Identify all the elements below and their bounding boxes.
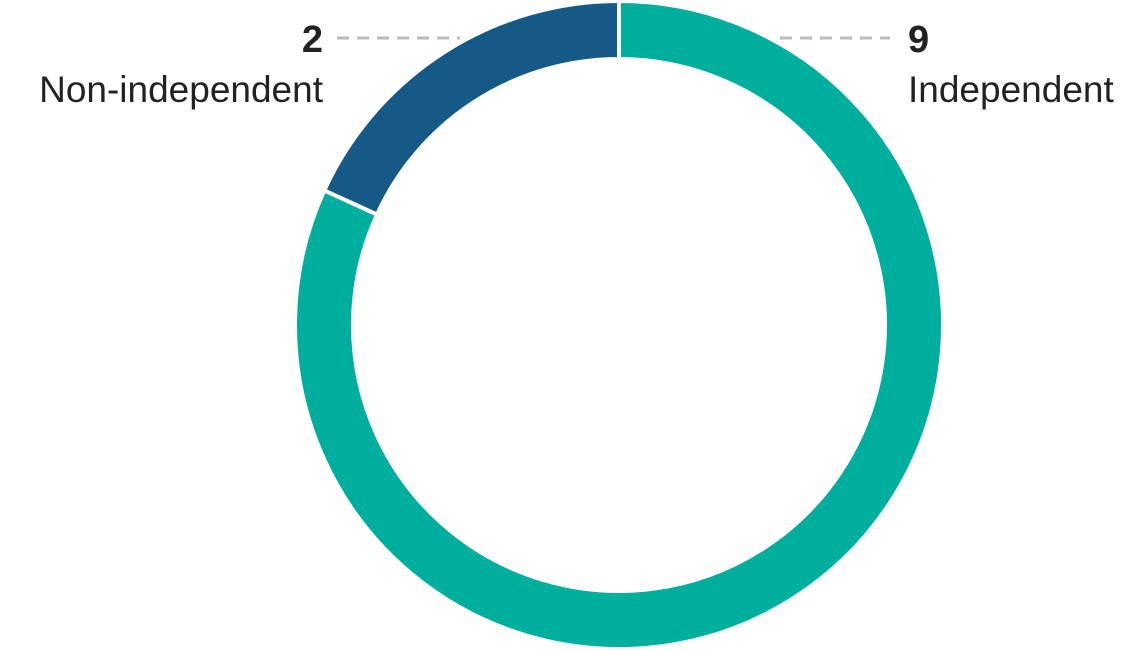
value-label: 2 [302, 19, 323, 61]
value-label: 9 [908, 19, 929, 61]
donut-segment [293, 0, 945, 651]
category-label: Non-independent [39, 69, 324, 110]
donut-segment [321, 0, 621, 218]
category-label: Independent [908, 69, 1114, 110]
